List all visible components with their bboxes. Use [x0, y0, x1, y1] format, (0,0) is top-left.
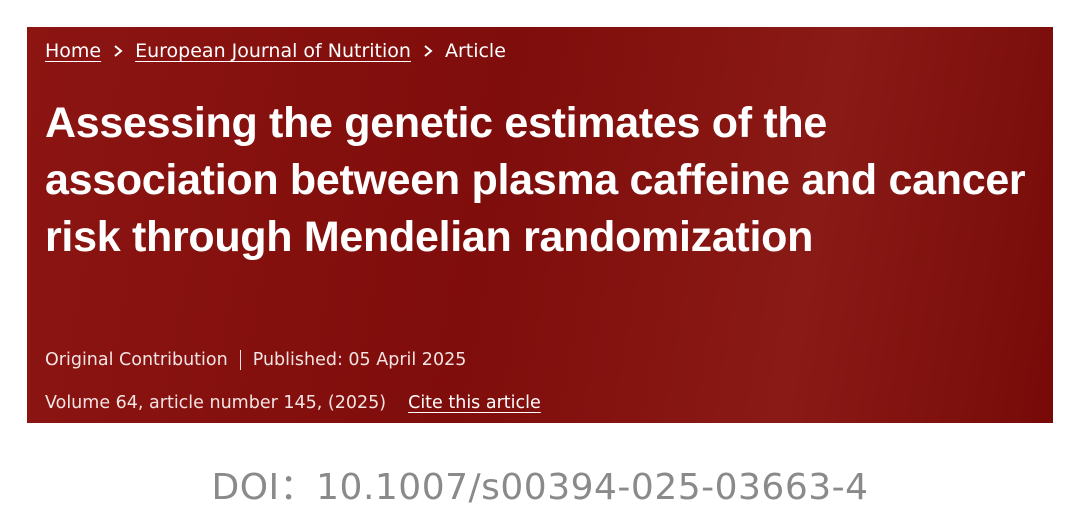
doi: DOI：10.1007/s00394-025-03663-4 — [211, 467, 869, 508]
breadcrumb-link[interactable]: European Journal of Nutrition — [135, 40, 411, 62]
article-header: Home European Journal of Nutrition Artic… — [27, 27, 1053, 423]
breadcrumb: Home European Journal of Nutrition Artic… — [45, 37, 506, 65]
breadcrumb-link[interactable]: Home — [45, 40, 102, 62]
article-meta: Original Contribution Published: 05 Apri… — [45, 350, 466, 370]
citation: Volume 64, article number 145, (2025) — [45, 393, 387, 413]
article-type: Original Contribution — [45, 350, 228, 370]
chevron-icon — [424, 45, 433, 57]
breadcrumb-current: Article — [444, 40, 506, 62]
separator — [239, 350, 241, 370]
published-date: Published: 05 April 2025 — [252, 350, 467, 370]
article-citation: Volume 64, article number 145, (2025) Ci… — [45, 393, 541, 413]
article-title: Assessing the genetic estimates of the a… — [45, 99, 1026, 261]
cite-link[interactable]: Cite this article — [408, 393, 541, 413]
chevron-icon — [114, 45, 123, 57]
